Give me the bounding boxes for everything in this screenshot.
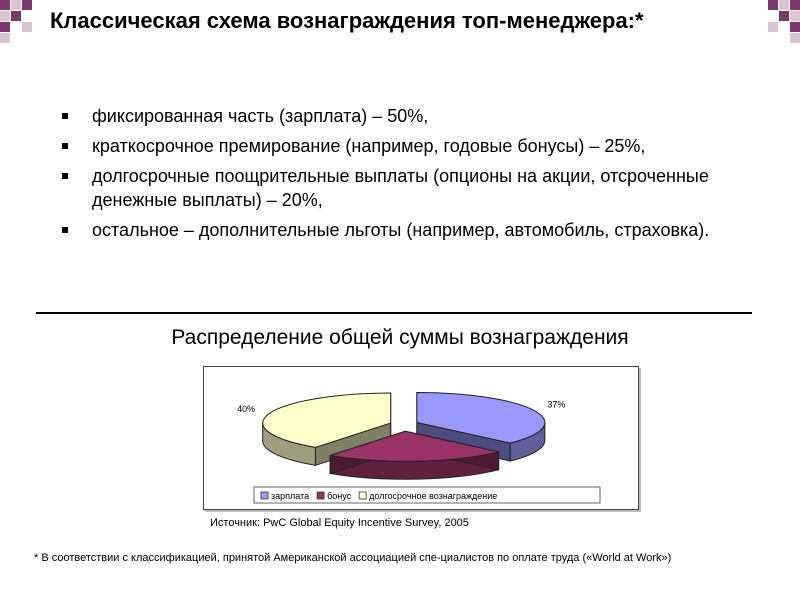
data-label: 40% (237, 404, 255, 414)
bullet-square-icon (62, 113, 68, 119)
bullet-item: долгосрочные поощрительные выплаты (опци… (62, 164, 752, 212)
legend-entry: долгосрочное вознаграждение (369, 491, 497, 501)
bullet-text: фиксированная часть (зарплата) – 50%, (92, 106, 429, 126)
bullet-list: фиксированная часть (зарплата) – 50%, кр… (62, 104, 752, 248)
bullet-square-icon (62, 227, 68, 233)
bullet-text: остальное – дополнительные льготы (напри… (92, 220, 710, 240)
footnote: * В соответствии с классификацией, приня… (34, 552, 672, 564)
chart-heading: Распределение общей суммы вознаграждения (171, 326, 629, 349)
divider (36, 312, 752, 314)
data-label: 37% (547, 399, 565, 409)
pie-slice-зарплата (416, 391, 546, 444)
bullet-text: краткосрочное премирование (например, го… (92, 136, 646, 156)
bullet-item: фиксированная часть (зарплата) – 50%, (62, 104, 752, 128)
source-note: Источник: PwC Global Equity Incentive Su… (210, 517, 469, 529)
pie-slice-бонус (329, 430, 499, 462)
bullet-item: краткосрочное премирование (например, го… (62, 134, 752, 158)
corner-decoration-right (756, 0, 800, 44)
bullet-item: остальное – дополнительные льготы (напри… (62, 218, 752, 242)
bullet-text: долгосрочные поощрительные выплаты (опци… (92, 166, 709, 210)
legend-swatch (260, 491, 269, 500)
legend-entry: зарплата (271, 491, 309, 501)
bullet-square-icon (62, 173, 68, 179)
legend-swatch (316, 491, 325, 500)
bullet-square-icon (62, 143, 68, 149)
legend-box (253, 486, 601, 504)
corner-decoration-left (0, 0, 44, 44)
legend-swatch (358, 491, 367, 500)
legend-entry: бонус (327, 491, 352, 501)
pie-slice-долгосрочное вознаграждение (262, 392, 392, 448)
slide-title: Классическая схема вознаграждения топ-ме… (50, 8, 644, 33)
